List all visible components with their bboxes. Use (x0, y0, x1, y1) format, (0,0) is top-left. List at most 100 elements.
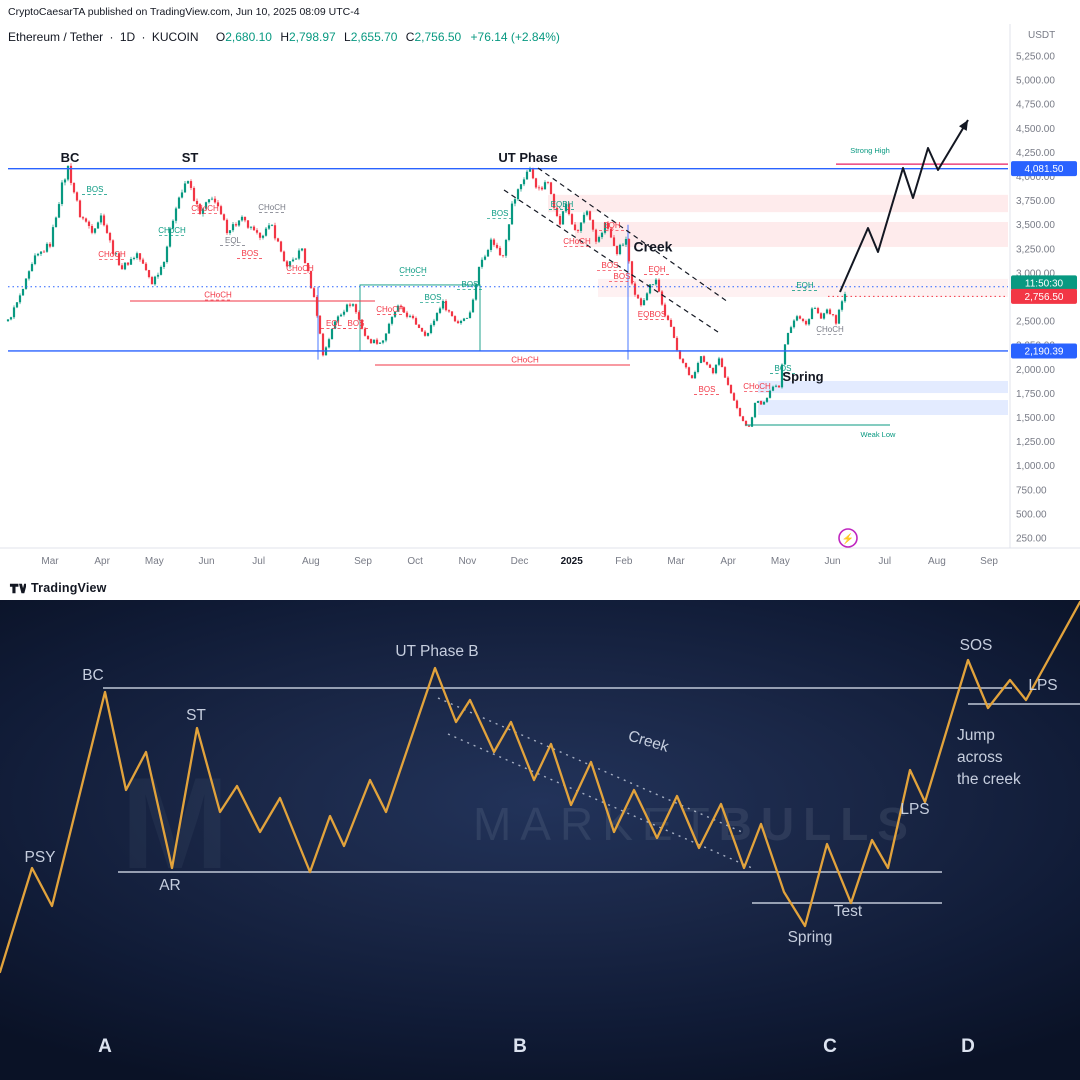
svg-text:BOS: BOS (462, 280, 479, 289)
svg-text:Oct: Oct (407, 556, 423, 567)
header-separator-1: · (109, 30, 114, 44)
svg-text:PSY: PSY (24, 849, 55, 866)
exchange-name[interactable]: KUCOIN (151, 30, 199, 44)
svg-text:1,000.00: 1,000.00 (1016, 461, 1055, 472)
svg-text:3,250.00: 3,250.00 (1016, 244, 1055, 255)
annotation-labels-layer: BC ST UT Phase Creek Spring (61, 150, 824, 384)
svg-text:Jul: Jul (878, 556, 891, 567)
tag-range-low (1011, 343, 1077, 359)
tag-range-high (1011, 161, 1077, 177)
supply-zone-3 (598, 278, 1008, 297)
svg-text:BOS: BOS (602, 261, 619, 270)
svg-text:CHoCH: CHoCH (191, 204, 219, 213)
svg-text:EQH: EQH (603, 221, 621, 230)
svg-text:Creek: Creek (634, 239, 673, 255)
smc-labels-layer: BOS CHoCH CHoCH EQL CHoCH BOS CHoCH CHoCH CHoCH C… (82, 146, 896, 439)
attribution-text: CryptoCaesarTA published on TradingView.… (8, 6, 360, 18)
watermark: MARKETBULLS (473, 798, 917, 850)
svg-text:EQH: EQH (648, 265, 666, 274)
svg-text:CHoCH: CHoCH (204, 290, 232, 299)
svg-text:D: D (961, 1036, 975, 1057)
low-label: L (344, 30, 351, 44)
svg-text:Jump: Jump (957, 727, 995, 744)
svg-text:CHoCH: CHoCH (399, 266, 427, 275)
demand-zone-2 (758, 400, 1008, 415)
svg-text:EQL: EQL (326, 319, 343, 328)
svg-text:CHoCH: CHoCH (563, 237, 591, 246)
svg-text:Aug: Aug (302, 556, 320, 567)
close-label: C (405, 30, 415, 44)
svg-text:750.00: 750.00 (1016, 485, 1047, 496)
svg-text:CHoCH: CHoCH (816, 325, 844, 334)
svg-text:the creek: the creek (957, 771, 1021, 788)
svg-text:EQL: EQL (225, 236, 242, 245)
svg-text:EQBOS: EQBOS (638, 310, 666, 319)
low-value: 2,655.70 (350, 30, 398, 44)
svg-text:1,750.00: 1,750.00 (1016, 389, 1055, 400)
svg-text:Creek: Creek (626, 728, 671, 756)
svg-text:Jul: Jul (252, 556, 265, 567)
supply-zone-2 (575, 222, 1008, 247)
tradingview-logo-text[interactable]: TradingView (31, 581, 107, 595)
svg-text:250.00: 250.00 (1016, 534, 1047, 545)
svg-text:Strong High: Strong High (850, 146, 890, 155)
flash-icon[interactable]: ⚡ (838, 528, 858, 548)
svg-text:BOS: BOS (348, 319, 365, 328)
interval-selector[interactable]: 1D (119, 30, 136, 44)
high-value: 2,798.97 (288, 30, 336, 44)
svg-text:CHoCH: CHoCH (158, 226, 186, 235)
svg-text:Spring: Spring (788, 929, 833, 946)
svg-text:A: A (98, 1036, 112, 1057)
svg-text:BOS: BOS (87, 185, 104, 194)
svg-text:BOS: BOS (699, 385, 716, 394)
svg-text:CHoCH: CHoCH (98, 250, 126, 259)
wyckoff-schematic-panel: MARKETBULLS M PSY BC ST AR UT Phase B Creek LPS S… (0, 600, 1080, 1080)
tradingview-footer: TradingView (0, 576, 1080, 600)
projection-arrow (839, 119, 969, 293)
svg-text:Spring: Spring (782, 369, 823, 384)
attribution-bar: CryptoCaesarTA published on TradingView.… (0, 0, 1080, 24)
svg-text:EQH: EQH (796, 281, 814, 290)
svg-text:11:50:30: 11:50:30 (1025, 278, 1064, 289)
tradingview-logo-icon[interactable] (9, 580, 26, 597)
svg-text:CHoCH: CHoCH (376, 305, 404, 314)
svg-text:ST: ST (186, 707, 206, 724)
svg-text:Feb: Feb (615, 556, 633, 567)
time-scale[interactable]: Mar Apr May Jun Jul Aug Sep Oct Nov Dec 2025 Feb Mar… (41, 556, 998, 567)
svg-text:4,750.00: 4,750.00 (1016, 100, 1055, 111)
svg-text:3,500.00: 3,500.00 (1016, 220, 1055, 231)
svg-text:Dec: Dec (511, 556, 529, 567)
creek-channel-dashed (503, 167, 729, 333)
svg-text:Sep: Sep (354, 556, 372, 567)
svg-text:BC: BC (61, 150, 80, 165)
symbol-name[interactable]: Ethereum / Tether (8, 30, 104, 44)
currency-label: USDT (1028, 30, 1055, 41)
change-readout: +76.14 (+2.84%) (470, 30, 560, 44)
svg-text:BOS: BOS (614, 272, 631, 281)
svg-text:EQBH: EQBH (551, 200, 574, 209)
candles-layer (6, 163, 847, 427)
svg-text:5,250.00: 5,250.00 (1016, 52, 1055, 63)
svg-text:BC: BC (82, 667, 104, 684)
svg-text:3,000.00: 3,000.00 (1016, 268, 1055, 279)
schematic-hlines (103, 687, 1080, 904)
svg-text:Jun: Jun (824, 556, 840, 567)
svg-text:5,000.00: 5,000.00 (1016, 76, 1055, 87)
svg-text:BOS: BOS (242, 249, 259, 258)
svg-text:CHoCH: CHoCH (258, 203, 286, 212)
svg-text:1,500.00: 1,500.00 (1016, 413, 1055, 424)
svg-text:AR: AR (159, 877, 181, 894)
svg-text:May: May (145, 556, 164, 567)
svg-text:⚡: ⚡ (842, 532, 854, 545)
close-value: 2,756.50 (414, 30, 462, 44)
svg-text:2,000.00: 2,000.00 (1016, 365, 1055, 376)
supply-zone-1 (548, 194, 1008, 213)
open-value: 2,680.10 (225, 30, 272, 44)
svg-text:2,500.00: 2,500.00 (1016, 317, 1055, 328)
price-chart-canvas[interactable]: BOS CHoCH CHoCH EQL CHoCH BOS CHoCH CHoCH CHoCH C… (0, 24, 1080, 576)
svg-text:4,000.00: 4,000.00 (1016, 172, 1055, 183)
svg-text:2,756.50: 2,756.50 (1025, 292, 1064, 303)
